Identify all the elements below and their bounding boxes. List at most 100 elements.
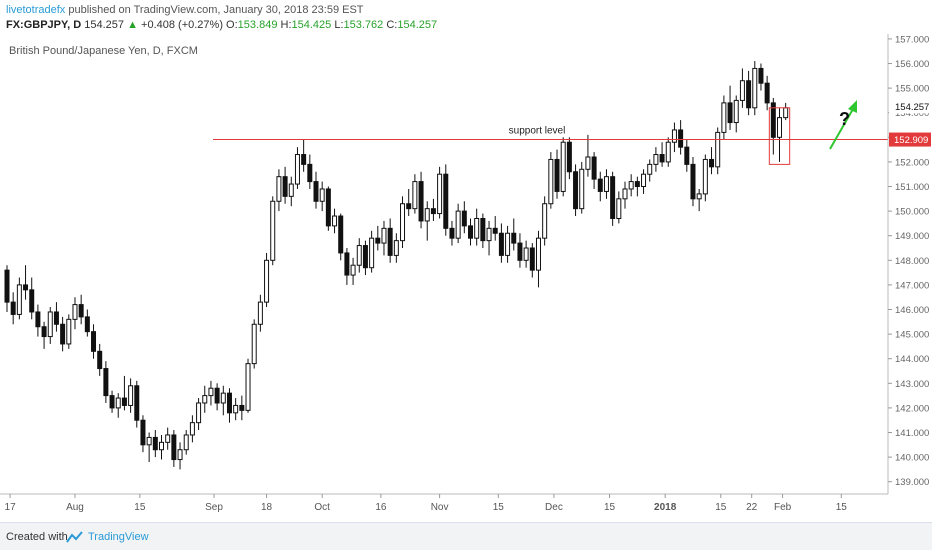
candle[interactable]: [134, 380, 140, 428]
candle[interactable]: [23, 265, 29, 300]
candle[interactable]: [511, 218, 517, 251]
candle[interactable]: [220, 385, 226, 416]
candle[interactable]: [270, 196, 276, 266]
candle[interactable]: [752, 61, 758, 116]
candle[interactable]: [468, 218, 473, 246]
candle[interactable]: [554, 149, 560, 199]
candle[interactable]: [727, 85, 733, 130]
candle[interactable]: [41, 321, 47, 349]
candle[interactable]: [678, 120, 684, 155]
candle[interactable]: [369, 230, 375, 273]
candle[interactable]: [91, 324, 97, 359]
candle[interactable]: [616, 191, 622, 224]
candle[interactable]: [257, 294, 263, 332]
candle[interactable]: [319, 181, 325, 212]
candle[interactable]: [214, 383, 220, 411]
candle[interactable]: [276, 169, 282, 212]
tradingview-link[interactable]: TradingView: [88, 531, 149, 543]
candle[interactable]: [721, 95, 727, 140]
candle[interactable]: [523, 240, 529, 268]
candle[interactable]: [585, 134, 591, 177]
candle[interactable]: [344, 248, 350, 285]
candle[interactable]: [659, 142, 665, 167]
candle[interactable]: [29, 277, 35, 320]
candle[interactable]: [764, 75, 770, 111]
candle[interactable]: [183, 430, 189, 455]
candle[interactable]: [226, 388, 232, 423]
candle[interactable]: [202, 385, 208, 413]
candle[interactable]: [480, 213, 486, 249]
candle[interactable]: [307, 154, 313, 189]
candle[interactable]: [282, 166, 288, 204]
candle[interactable]: [356, 238, 362, 273]
candle[interactable]: [412, 174, 418, 214]
candle[interactable]: [430, 198, 436, 221]
candle[interactable]: [505, 225, 511, 263]
candle[interactable]: [208, 380, 214, 406]
candle[interactable]: [702, 154, 708, 202]
candle[interactable]: [653, 147, 659, 172]
candle[interactable]: [103, 361, 109, 403]
candle[interactable]: [4, 265, 10, 312]
candle[interactable]: [517, 233, 523, 268]
candle[interactable]: [152, 430, 158, 458]
candle[interactable]: [146, 432, 152, 463]
candle[interactable]: [109, 390, 115, 413]
candle[interactable]: [474, 208, 480, 246]
candle[interactable]: [758, 63, 764, 91]
candle[interactable]: [196, 398, 202, 431]
candle[interactable]: [671, 122, 677, 153]
candle[interactable]: [387, 218, 393, 263]
candle[interactable]: [696, 188, 702, 212]
candle[interactable]: [53, 302, 59, 332]
candle[interactable]: [362, 240, 368, 276]
candle[interactable]: [566, 137, 572, 180]
candle[interactable]: [97, 343, 103, 376]
candle[interactable]: [251, 319, 257, 369]
candle[interactable]: [628, 174, 634, 197]
candle[interactable]: [66, 314, 72, 349]
candle[interactable]: [641, 169, 647, 194]
candle[interactable]: [35, 304, 41, 337]
candle[interactable]: [437, 166, 443, 219]
candle[interactable]: [78, 294, 84, 325]
price-chart[interactable]: support level ? British Pound/Japanese Y…: [0, 34, 932, 522]
candle[interactable]: [684, 139, 690, 172]
candle[interactable]: [424, 201, 430, 241]
candle[interactable]: [159, 434, 164, 460]
candle[interactable]: [189, 415, 195, 443]
candle[interactable]: [177, 442, 183, 470]
candle[interactable]: [165, 427, 171, 450]
candle[interactable]: [418, 171, 424, 229]
candle[interactable]: [529, 243, 535, 278]
candle[interactable]: [171, 430, 177, 467]
candle[interactable]: [16, 277, 22, 320]
candle[interactable]: [739, 68, 745, 108]
highlight-box[interactable]: [768, 107, 791, 165]
candle[interactable]: [573, 164, 579, 217]
candle[interactable]: [47, 307, 53, 344]
candle[interactable]: [486, 220, 492, 256]
candle[interactable]: [579, 161, 585, 214]
candle[interactable]: [60, 316, 66, 352]
candle[interactable]: [264, 252, 270, 308]
candle[interactable]: [443, 164, 449, 236]
candle[interactable]: [393, 233, 399, 263]
green-arrow[interactable]: [829, 108, 854, 150]
candle[interactable]: [72, 297, 78, 330]
candle[interactable]: [400, 196, 406, 249]
candle[interactable]: [591, 152, 597, 189]
candle[interactable]: [294, 147, 300, 189]
candle[interactable]: [115, 393, 121, 418]
candle[interactable]: [233, 398, 239, 421]
candle[interactable]: [733, 95, 739, 133]
candle[interactable]: [647, 159, 653, 182]
candle[interactable]: [140, 415, 146, 453]
candle[interactable]: [381, 220, 387, 256]
candle[interactable]: [350, 257, 356, 285]
candle[interactable]: [288, 176, 294, 207]
candle[interactable]: [338, 213, 344, 261]
candle[interactable]: [535, 230, 541, 288]
candle[interactable]: [610, 171, 616, 226]
candle[interactable]: [84, 309, 90, 337]
